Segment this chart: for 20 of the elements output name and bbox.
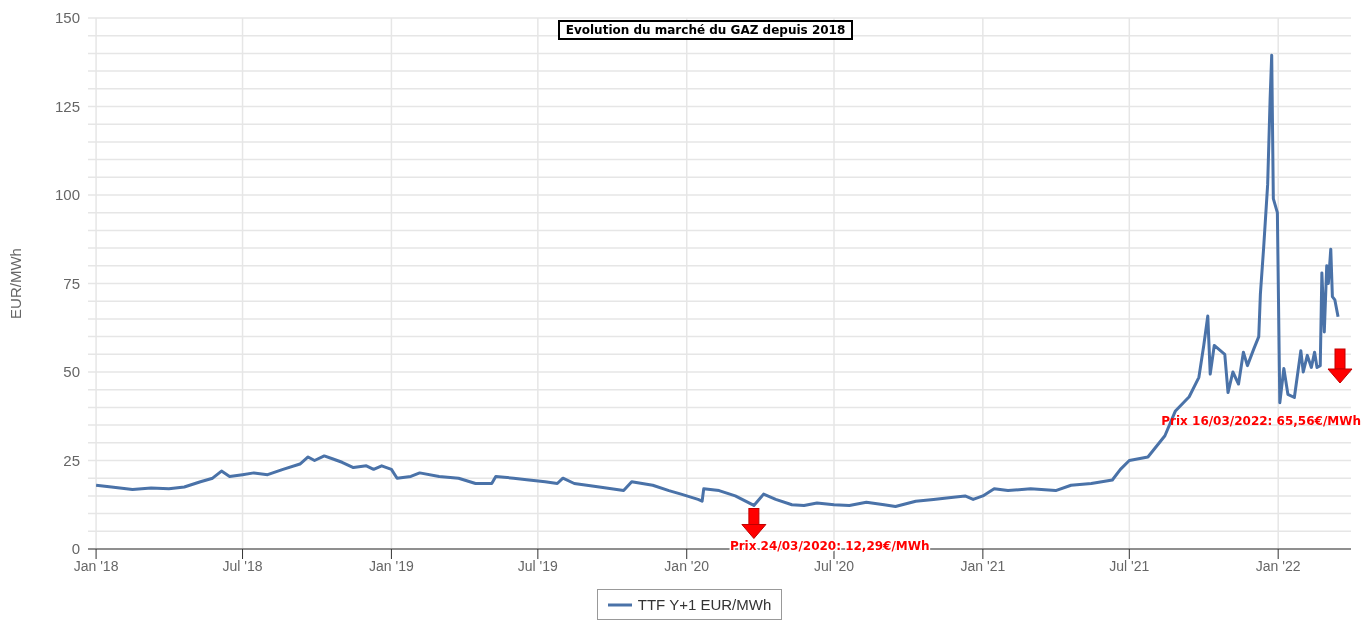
y-tick-label: 125 (54, 97, 80, 115)
x-tick-label: Jan '18 (73, 557, 119, 574)
x-tick-label: Jan '22 (1255, 557, 1301, 574)
x-tick-label: Jul '21 (1109, 557, 1150, 574)
chart-title: Evolution du marché du GAZ depuis 2018 (557, 20, 854, 40)
x-tick-label: Jan '21 (960, 557, 1006, 574)
x-tick-label: Jan '19 (369, 557, 414, 574)
y-tick-label: 150 (54, 9, 80, 27)
annotation: Prix 24/03/2020: 12,29€/MWh (729, 539, 930, 554)
y-axis-title: EUR/MWh (7, 248, 25, 319)
x-tick-label: Jul '20 (813, 557, 855, 574)
x-tick-label: Jul '18 (222, 557, 263, 574)
y-tick-label: 50 (63, 363, 80, 381)
y-tick-label: 25 (63, 451, 80, 469)
y-tick-label: 0 (71, 540, 80, 558)
y-tick-label: 100 (54, 186, 80, 204)
legend-label: TTF Y+1 EUR/MWh (636, 596, 772, 613)
x-tick-label: Jul '19 (517, 557, 559, 574)
y-tick-label: 75 (63, 274, 80, 292)
x-tick-label: Jan '20 (664, 557, 710, 574)
